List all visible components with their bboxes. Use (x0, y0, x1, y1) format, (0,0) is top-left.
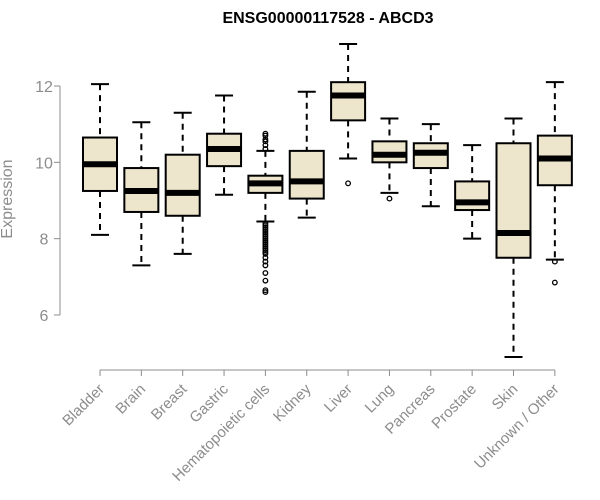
y-tick-label: 12 (35, 79, 53, 96)
boxes-layer (82, 43, 573, 358)
outlier-point (262, 130, 269, 137)
outlier-point (262, 132, 269, 139)
outlier-point (262, 245, 269, 252)
box-lung (371, 117, 408, 202)
x-tick-label: Liver (321, 381, 356, 416)
box-kidney (288, 90, 325, 219)
y-tick-label: 6 (40, 308, 49, 325)
x-tick-label: Skin (489, 381, 522, 414)
outlier-point (262, 142, 269, 149)
outlier-point (262, 258, 269, 265)
box-brain (123, 121, 160, 267)
box-iqr (495, 142, 532, 259)
outlier-point (262, 262, 269, 269)
outlier-point (262, 220, 269, 227)
outlier-point (262, 228, 269, 234)
box-skin (495, 117, 532, 358)
box-iqr (454, 180, 491, 212)
outlier-point (262, 277, 269, 284)
outlier-point (262, 229, 269, 236)
box-hematopoietic-cells (247, 130, 284, 296)
box-prostate (454, 144, 491, 240)
box-iqr (164, 153, 201, 217)
box-unknown-other (536, 81, 573, 286)
y-axis-label: Expression (0, 159, 16, 238)
box-iqr (288, 149, 325, 200)
outlier-point (386, 195, 393, 202)
x-tick-label: Breast (148, 380, 191, 423)
outlier-point (262, 224, 269, 231)
outlier-point (262, 231, 269, 238)
y-tick-label: 10 (35, 155, 53, 172)
outlier-point (262, 138, 269, 145)
outlier-point (262, 270, 269, 276)
outlier-point (262, 287, 269, 294)
outlier-point (262, 146, 269, 152)
outlier-point (262, 235, 269, 242)
outlier-point (262, 237, 269, 244)
outlier-point (262, 249, 269, 255)
outlier-point (345, 180, 352, 187)
outlier-point (262, 254, 269, 261)
outlier-point (262, 233, 269, 240)
y-tick-label: 8 (40, 232, 49, 249)
y-axis: 6 8 10 12 (35, 79, 61, 325)
x-tick-label: Lung (362, 381, 398, 417)
chart-title: ENSG00000117528 - ABCD3 (222, 10, 433, 27)
box-gastric (206, 94, 243, 196)
outlier-point (551, 279, 558, 286)
outlier-point (262, 136, 269, 143)
outlier-point (262, 250, 269, 257)
box-bladder (82, 83, 118, 236)
outlier-point (262, 243, 269, 250)
x-tick-label: Brain (112, 381, 149, 418)
outlier-point (551, 258, 558, 265)
box-breast (164, 111, 201, 255)
x-tick-label: Prostate (428, 381, 480, 433)
outlier-point (262, 222, 269, 229)
outlier-point (262, 289, 269, 296)
outlier-point (262, 241, 269, 248)
box-pancreas (412, 123, 449, 208)
x-tick-label: Bladder (59, 381, 108, 430)
outlier-point (262, 239, 269, 246)
box-liver (330, 43, 367, 187)
x-tick-label: Kidney (270, 380, 315, 425)
outlier-point (262, 226, 269, 233)
outlier-point (262, 247, 269, 254)
box-iqr (330, 81, 367, 122)
